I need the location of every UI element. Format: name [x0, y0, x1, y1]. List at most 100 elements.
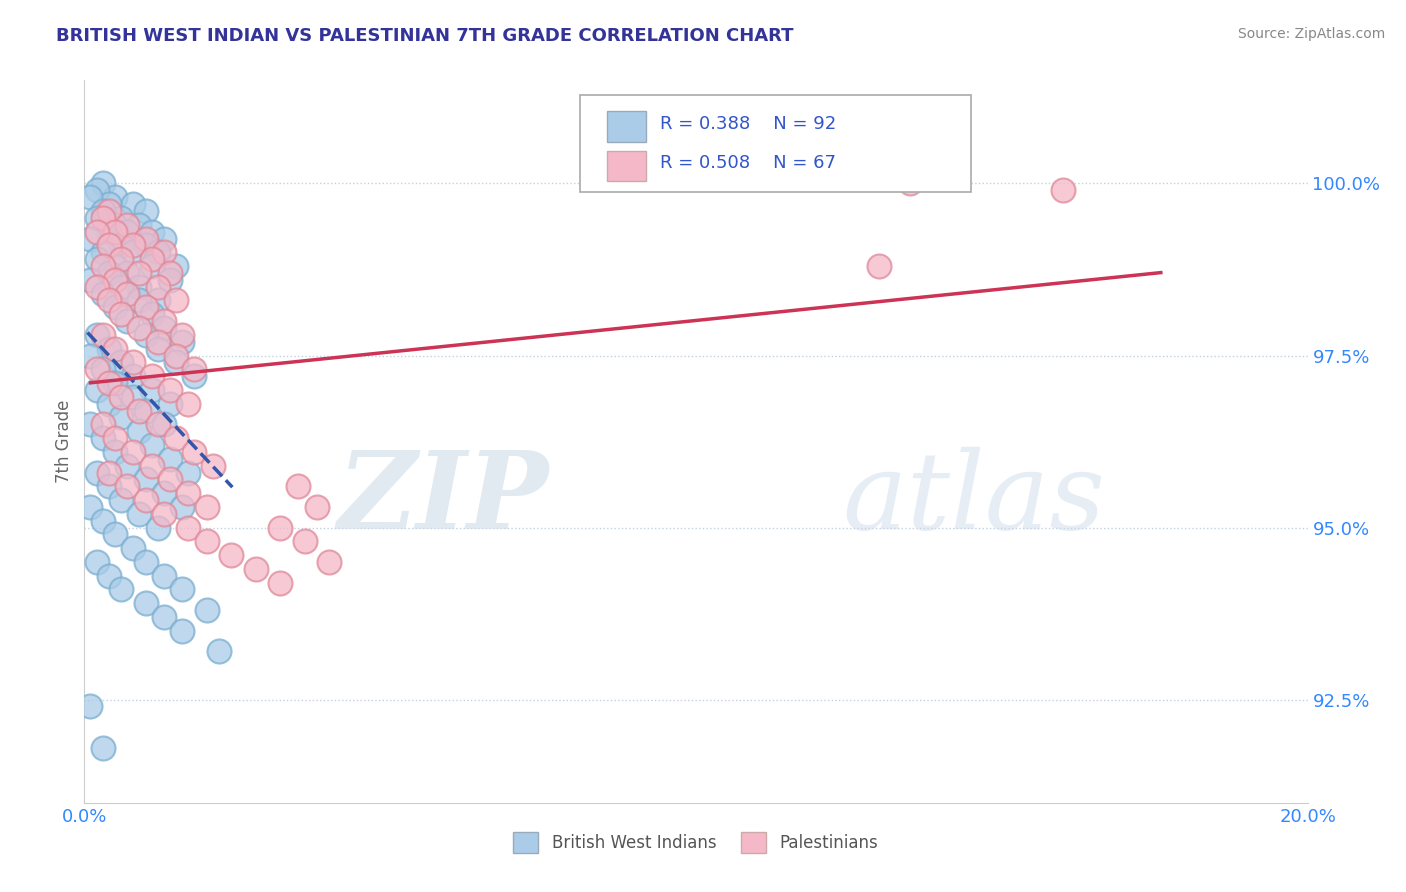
- Point: [141, 259, 163, 273]
- Point: [159, 273, 181, 287]
- Point: [110, 238, 132, 252]
- Point: [135, 403, 157, 417]
- Point: [183, 445, 205, 459]
- Point: [165, 349, 187, 363]
- Point: [195, 534, 218, 549]
- Point: [153, 314, 176, 328]
- Point: [153, 231, 176, 245]
- Point: [141, 369, 163, 384]
- Point: [128, 424, 150, 438]
- Point: [159, 397, 181, 411]
- Point: [287, 479, 309, 493]
- Point: [135, 327, 157, 342]
- Point: [159, 266, 181, 280]
- Point: [91, 417, 114, 432]
- Point: [172, 500, 194, 514]
- Point: [776, 162, 799, 177]
- Point: [97, 266, 120, 280]
- Point: [122, 390, 145, 404]
- Point: [115, 218, 138, 232]
- Point: [177, 466, 200, 480]
- Point: [91, 259, 114, 273]
- Point: [104, 225, 127, 239]
- Point: [91, 327, 114, 342]
- Point: [91, 177, 114, 191]
- Point: [91, 286, 114, 301]
- Point: [97, 204, 120, 219]
- Point: [104, 527, 127, 541]
- Point: [97, 238, 120, 252]
- Point: [128, 321, 150, 335]
- Point: [153, 486, 176, 500]
- Point: [91, 362, 114, 376]
- Point: [79, 231, 101, 245]
- Point: [135, 231, 157, 245]
- Text: ZIP: ZIP: [337, 446, 550, 552]
- Point: [79, 349, 101, 363]
- Point: [104, 259, 127, 273]
- Point: [153, 568, 176, 582]
- Point: [110, 390, 132, 404]
- Bar: [606, 151, 645, 181]
- Point: [97, 342, 120, 356]
- Point: [97, 293, 120, 308]
- Point: [146, 245, 169, 260]
- Point: [110, 493, 132, 508]
- Point: [97, 466, 120, 480]
- Point: [104, 218, 127, 232]
- Text: R = 0.508    N = 67: R = 0.508 N = 67: [661, 153, 837, 171]
- Point: [172, 624, 194, 638]
- Point: [146, 342, 169, 356]
- FancyBboxPatch shape: [579, 95, 972, 193]
- Legend: British West Indians, Palestinians: British West Indians, Palestinians: [506, 826, 886, 860]
- Point: [79, 699, 101, 714]
- Point: [208, 644, 231, 658]
- Text: BRITISH WEST INDIAN VS PALESTINIAN 7TH GRADE CORRELATION CHART: BRITISH WEST INDIAN VS PALESTINIAN 7TH G…: [56, 27, 794, 45]
- Point: [79, 417, 101, 432]
- Y-axis label: 7th Grade: 7th Grade: [55, 400, 73, 483]
- Point: [135, 493, 157, 508]
- Point: [318, 555, 340, 569]
- Point: [153, 507, 176, 521]
- Point: [172, 582, 194, 597]
- Point: [86, 466, 108, 480]
- Point: [86, 555, 108, 569]
- Point: [146, 293, 169, 308]
- Point: [146, 334, 169, 349]
- Point: [177, 520, 200, 534]
- Point: [91, 431, 114, 445]
- Point: [177, 397, 200, 411]
- Bar: [606, 112, 645, 142]
- Point: [91, 204, 114, 219]
- Point: [97, 568, 120, 582]
- Point: [115, 458, 138, 473]
- Point: [153, 610, 176, 624]
- Point: [110, 307, 132, 321]
- Point: [141, 383, 163, 397]
- Point: [165, 355, 187, 369]
- Point: [79, 500, 101, 514]
- Point: [869, 259, 891, 273]
- Point: [86, 225, 108, 239]
- Text: R = 0.388    N = 92: R = 0.388 N = 92: [661, 115, 837, 134]
- Point: [110, 279, 132, 293]
- Point: [97, 397, 120, 411]
- Point: [115, 286, 138, 301]
- Point: [294, 534, 316, 549]
- Point: [153, 245, 176, 260]
- Point: [104, 273, 127, 287]
- Point: [898, 177, 921, 191]
- Point: [135, 555, 157, 569]
- Point: [135, 596, 157, 610]
- Point: [128, 403, 150, 417]
- Point: [79, 273, 101, 287]
- Point: [146, 520, 169, 534]
- Point: [159, 472, 181, 486]
- Point: [110, 582, 132, 597]
- Point: [97, 479, 120, 493]
- Point: [97, 225, 120, 239]
- Point: [159, 383, 181, 397]
- Point: [201, 458, 224, 473]
- Point: [104, 376, 127, 390]
- Point: [165, 293, 187, 308]
